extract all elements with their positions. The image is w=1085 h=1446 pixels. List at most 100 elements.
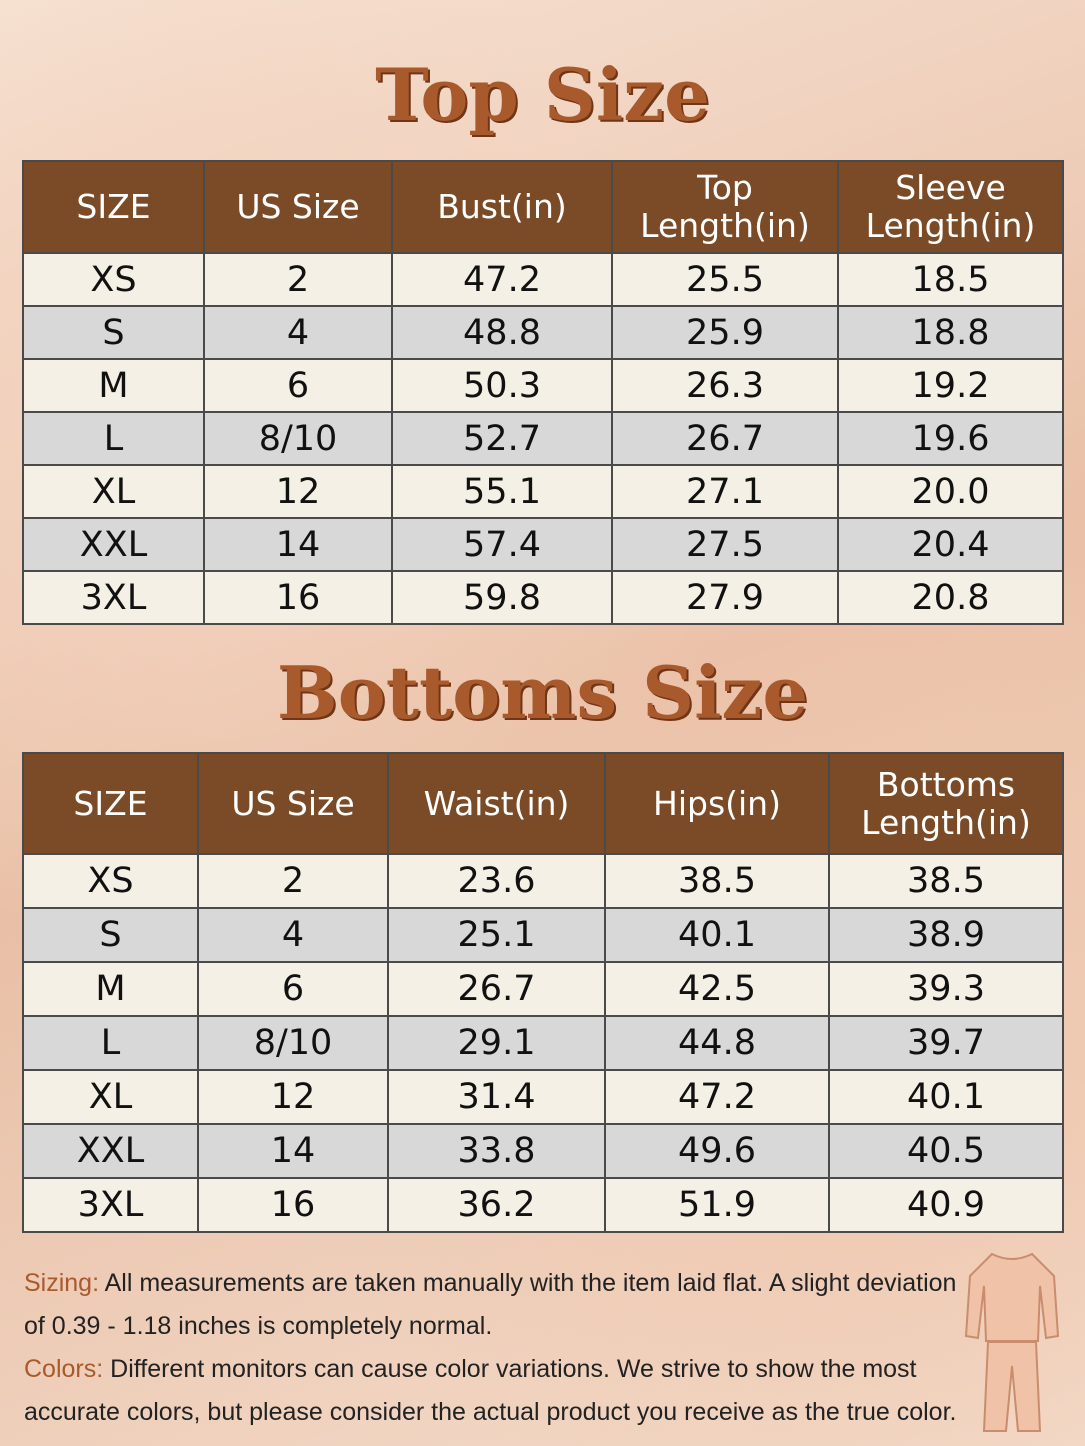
cell: L: [22, 1015, 199, 1071]
cell: 57.4: [391, 517, 613, 572]
cell: 16: [197, 1177, 389, 1233]
header-cell: SIZE: [22, 752, 199, 855]
top-title: Top Size: [375, 52, 710, 137]
data-row: L 8/10 52.7 26.7 19.6: [22, 411, 1064, 466]
data-row: M 6 50.3 26.3 19.2: [22, 358, 1064, 413]
header-cell: Hips(in): [604, 752, 830, 855]
data-row: XL 12 55.1 27.1 20.0: [22, 464, 1064, 519]
data-row: XS 2 23.6 38.5 38.5: [22, 853, 1064, 909]
cell: 14: [197, 1123, 389, 1179]
cell: 20.0: [837, 464, 1064, 519]
cell: 14: [203, 517, 393, 572]
cell: 47.2: [604, 1069, 830, 1125]
cell: XS: [22, 252, 205, 307]
cell: 4: [197, 907, 389, 963]
data-row: M 6 26.7 42.5 39.3: [22, 961, 1064, 1017]
header-row: SIZE US Size Waist(in) Hips(in) Bottoms Leng…: [22, 752, 1064, 855]
cell: 2: [203, 252, 393, 307]
cell: 31.4: [387, 1069, 606, 1125]
cell: 8/10: [203, 411, 393, 466]
header-cell: US Size: [203, 160, 393, 254]
cell: 49.6: [604, 1123, 830, 1179]
data-row: L 8/10 29.1 44.8 39.7: [22, 1015, 1064, 1071]
data-row: XS 2 47.2 25.5 18.5: [22, 252, 1064, 307]
cell: 27.9: [611, 570, 839, 625]
cell: 27.1: [611, 464, 839, 519]
cell: XL: [22, 1069, 199, 1125]
cell: 52.7: [391, 411, 613, 466]
data-row: S 4 25.1 40.1 38.9: [22, 907, 1064, 963]
cell: 38.9: [828, 907, 1064, 963]
bottoms-title: Bottoms Size: [276, 650, 809, 735]
header-cell: Bottoms Length(in): [828, 752, 1064, 855]
note-label: Colors:: [24, 1355, 104, 1383]
cell: M: [22, 961, 199, 1017]
cell: 55.1: [391, 464, 613, 519]
cell: 25.1: [387, 907, 606, 963]
cell: S: [22, 305, 205, 360]
cell: 40.5: [828, 1123, 1064, 1179]
cell: 25.9: [611, 305, 839, 360]
note: Colors: Different monitors can cause col…: [24, 1348, 974, 1434]
cell: 18.8: [837, 305, 1064, 360]
cell: 38.5: [604, 853, 830, 909]
cell: 36.2: [387, 1177, 606, 1233]
cell: 3XL: [22, 1177, 199, 1233]
cell: 6: [203, 358, 393, 413]
cell: 50.3: [391, 358, 613, 413]
cell: 38.5: [828, 853, 1064, 909]
data-row: S 4 48.8 25.9 18.8: [22, 305, 1064, 360]
cell: 19.2: [837, 358, 1064, 413]
cell: 8/10: [197, 1015, 389, 1071]
cell: 42.5: [604, 961, 830, 1017]
cell: 48.8: [391, 305, 613, 360]
cell: 6: [197, 961, 389, 1017]
cell: M: [22, 358, 205, 413]
header-cell: Sleeve Length(in): [837, 160, 1064, 254]
data-row: XL 12 31.4 47.2 40.1: [22, 1069, 1064, 1125]
cell: XXL: [22, 517, 205, 572]
cell: 26.7: [387, 961, 606, 1017]
cell: 39.3: [828, 961, 1064, 1017]
header-row: SIZE US Size Bust(in) Top Length(in) Sleeve …: [22, 160, 1064, 254]
cell: 39.7: [828, 1015, 1064, 1071]
note: Sizing: All measurements are taken manua…: [24, 1262, 974, 1348]
cell: 27.5: [611, 517, 839, 572]
note-text: Different monitors can cause color varia…: [24, 1355, 957, 1426]
cell: 12: [197, 1069, 389, 1125]
cell: 40.1: [828, 1069, 1064, 1125]
cell: 26.7: [611, 411, 839, 466]
cell: 18.5: [837, 252, 1064, 307]
cell: 25.5: [611, 252, 839, 307]
notes: Sizing: All measurements are taken manua…: [24, 1262, 974, 1434]
cell: XXL: [22, 1123, 199, 1179]
cell: 3XL: [22, 570, 205, 625]
header-cell: SIZE: [22, 160, 205, 254]
cell: 59.8: [391, 570, 613, 625]
cell: S: [22, 907, 199, 963]
cell: 40.9: [828, 1177, 1064, 1233]
cell: 29.1: [387, 1015, 606, 1071]
data-row: XXL 14 57.4 27.5 20.4: [22, 517, 1064, 572]
data-row: 3XL 16 59.8 27.9 20.8: [22, 570, 1064, 625]
cell: XS: [22, 853, 199, 909]
bottoms-size-table: SIZE US Size Waist(in) Hips(in) Bottoms Leng…: [22, 752, 1064, 1233]
cell: 47.2: [391, 252, 613, 307]
header-cell: US Size: [197, 752, 389, 855]
pajama-illustration: [964, 1252, 1060, 1432]
cell: 19.6: [837, 411, 1064, 466]
cell: 20.8: [837, 570, 1064, 625]
cell: 20.4: [837, 517, 1064, 572]
note-label: Sizing:: [24, 1269, 100, 1297]
cell: 44.8: [604, 1015, 830, 1071]
data-row: XXL 14 33.8 49.6 40.5: [22, 1123, 1064, 1179]
cell: 12: [203, 464, 393, 519]
cell: 23.6: [387, 853, 606, 909]
top-size-table: SIZE US Size Bust(in) Top Length(in) Sleeve …: [22, 160, 1064, 625]
cell: 33.8: [387, 1123, 606, 1179]
cell: XL: [22, 464, 205, 519]
cell: 4: [203, 305, 393, 360]
cell: 40.1: [604, 907, 830, 963]
data-row: 3XL 16 36.2 51.9 40.9: [22, 1177, 1064, 1233]
